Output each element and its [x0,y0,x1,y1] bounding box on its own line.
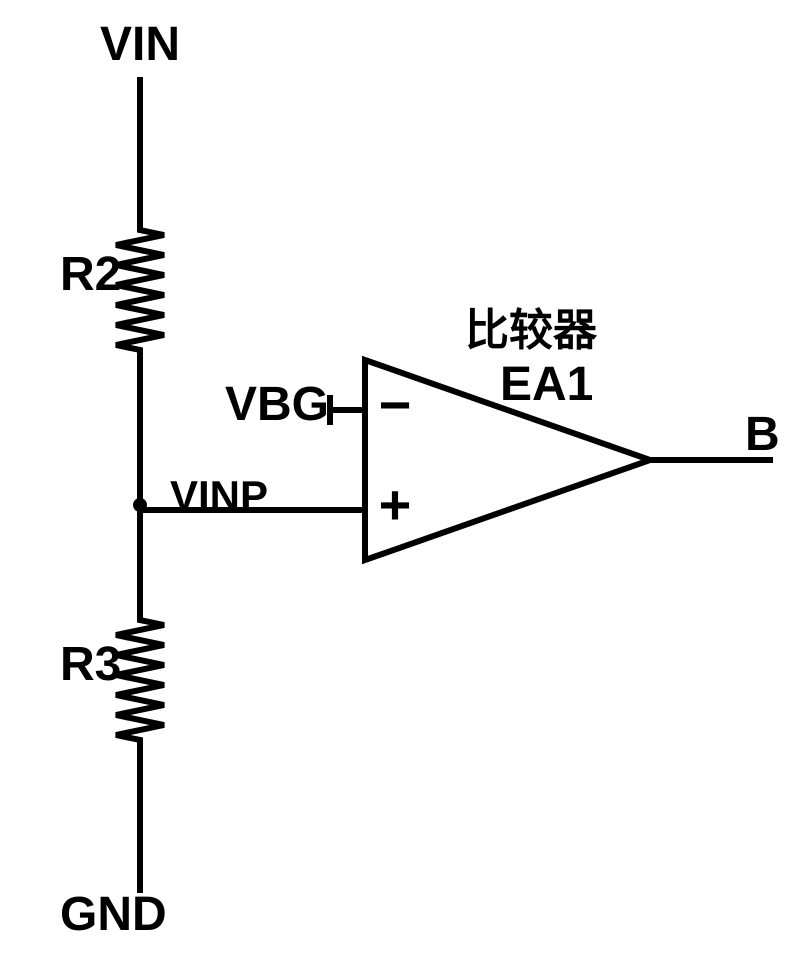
label-gnd: GND [60,888,167,941]
label-ea1: EA1 [500,358,593,411]
label-vin: VIN [100,18,180,71]
comparator-minus-icon: − [379,373,412,436]
node-vinp [133,498,147,512]
label-comparator-cjk: 比较器 [465,306,598,355]
label-r3: R3 [60,638,121,691]
label-vinp: VINP [170,472,268,519]
label-r2: R2 [60,248,121,301]
comparator-plus-icon: + [379,473,412,536]
resistor-r3 [116,610,164,750]
resistor-r2 [116,220,164,360]
label-b: B [745,408,780,461]
label-vbg: VBG [225,378,329,431]
